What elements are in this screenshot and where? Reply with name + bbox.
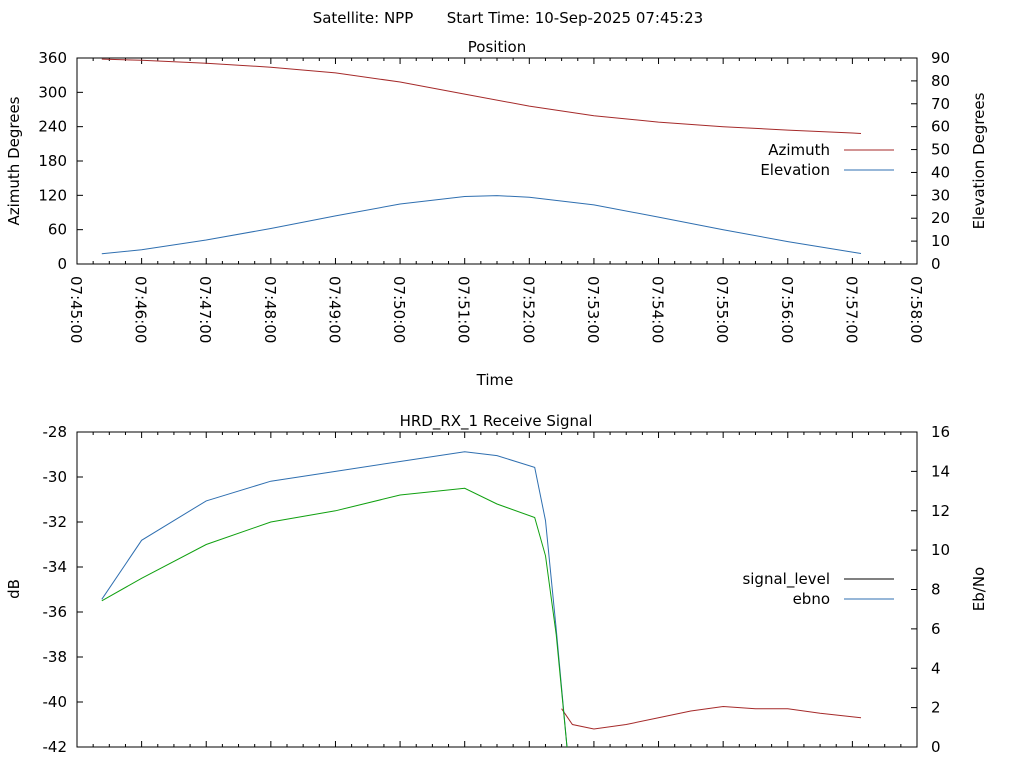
y2-tick-label: 8 (931, 581, 941, 599)
y2-tick-label: 70 (931, 95, 950, 113)
y-tick-label: -42 (43, 738, 68, 756)
y-tick-label: 120 (38, 186, 67, 204)
series-line (561, 705, 862, 730)
y2-tick-label: 10 (931, 541, 950, 559)
y-tick-label: 0 (57, 255, 67, 273)
y2-tick-label: 40 (931, 163, 950, 181)
x-tick-label: 07:54:00 (649, 276, 667, 343)
x-tick-label: 07:55:00 (713, 276, 731, 343)
x-tick-label: 07:45:00 (67, 276, 85, 343)
y-tick-label: 240 (38, 118, 67, 136)
x-tick-label: 07:53:00 (584, 276, 602, 343)
x-tick-label: 07:52:00 (519, 276, 537, 343)
position-title: Position (468, 38, 526, 56)
y-tick-label: -30 (43, 468, 68, 486)
y2-tick-label: 14 (931, 462, 950, 480)
y-tick-label: -38 (43, 648, 68, 666)
y-tick-label: 180 (38, 152, 67, 170)
signal-panel: HRD_RX_1 Receive Signal -42 -40 -38 -36 -34 -… (5, 412, 988, 756)
series-line (101, 58, 862, 134)
position-x-axis-label: Time (476, 371, 514, 389)
y2-tick-label: 60 (931, 118, 950, 136)
legend-label: Azimuth (768, 141, 830, 159)
legend-label: Elevation (760, 161, 830, 179)
legend-label: ebno (793, 590, 830, 608)
signal-title: HRD_RX_1 Receive Signal (400, 412, 593, 431)
y-tick-label: -34 (43, 558, 68, 576)
x-tick-label: 07:47:00 (196, 276, 214, 343)
y-tick-label: -28 (43, 423, 68, 441)
signal-plot-frame (76, 431, 918, 748)
series-line (101, 451, 568, 748)
x-tick-label: 07:56:00 (778, 276, 796, 343)
y-tick-label: 300 (38, 83, 67, 101)
y-tick-label: 360 (38, 49, 67, 67)
y2-tick-label: 16 (931, 423, 950, 441)
series-line (101, 487, 568, 748)
y2-tick-label: 20 (931, 209, 950, 227)
x-tick-label: 07:51:00 (455, 276, 473, 343)
x-tick-label: 07:46:00 (132, 276, 150, 343)
x-tick-label: 07:50:00 (390, 276, 408, 343)
x-tick-label: 07:58:00 (907, 276, 925, 343)
y-tick-label: -36 (43, 603, 68, 621)
position-y-axis-label: Azimuth Degrees (5, 96, 23, 225)
x-tick-label: 07:57:00 (842, 276, 860, 343)
position-panel: Position 0 60 120 180 240 300 360 0 10 20 30 40 50 60… (5, 38, 988, 389)
y2-tick-label: 4 (931, 659, 941, 677)
x-tick-label: 07:48:00 (261, 276, 279, 343)
start-time-label: Start Time: 10-Sep-2025 07:45:23 (447, 9, 703, 27)
y2-tick-label: 6 (931, 620, 941, 638)
y2-tick-label: 0 (931, 255, 941, 273)
y2-tick-label: 80 (931, 72, 950, 90)
signal-y2-axis-label: Eb/No (970, 567, 988, 611)
y2-tick-label: 90 (931, 49, 950, 67)
legend-label: signal_level (742, 570, 830, 589)
y-tick-label: -40 (43, 693, 68, 711)
y2-tick-label: 2 (931, 699, 941, 717)
y-tick-label: 60 (48, 221, 67, 239)
y-tick-label: -32 (43, 513, 68, 531)
series-line (101, 195, 862, 255)
position-y2-axis-label: Elevation Degrees (970, 92, 988, 229)
x-tick-label: 07:49:00 (325, 276, 343, 343)
y2-tick-label: 12 (931, 502, 950, 520)
satellite-label: Satellite: NPP (313, 9, 414, 27)
y2-tick-label: 30 (931, 186, 950, 204)
y2-tick-label: 50 (931, 141, 950, 159)
y2-tick-label: 10 (931, 232, 950, 250)
signal-y-axis-label: dB (5, 579, 23, 599)
y2-tick-label: 0 (931, 738, 941, 756)
